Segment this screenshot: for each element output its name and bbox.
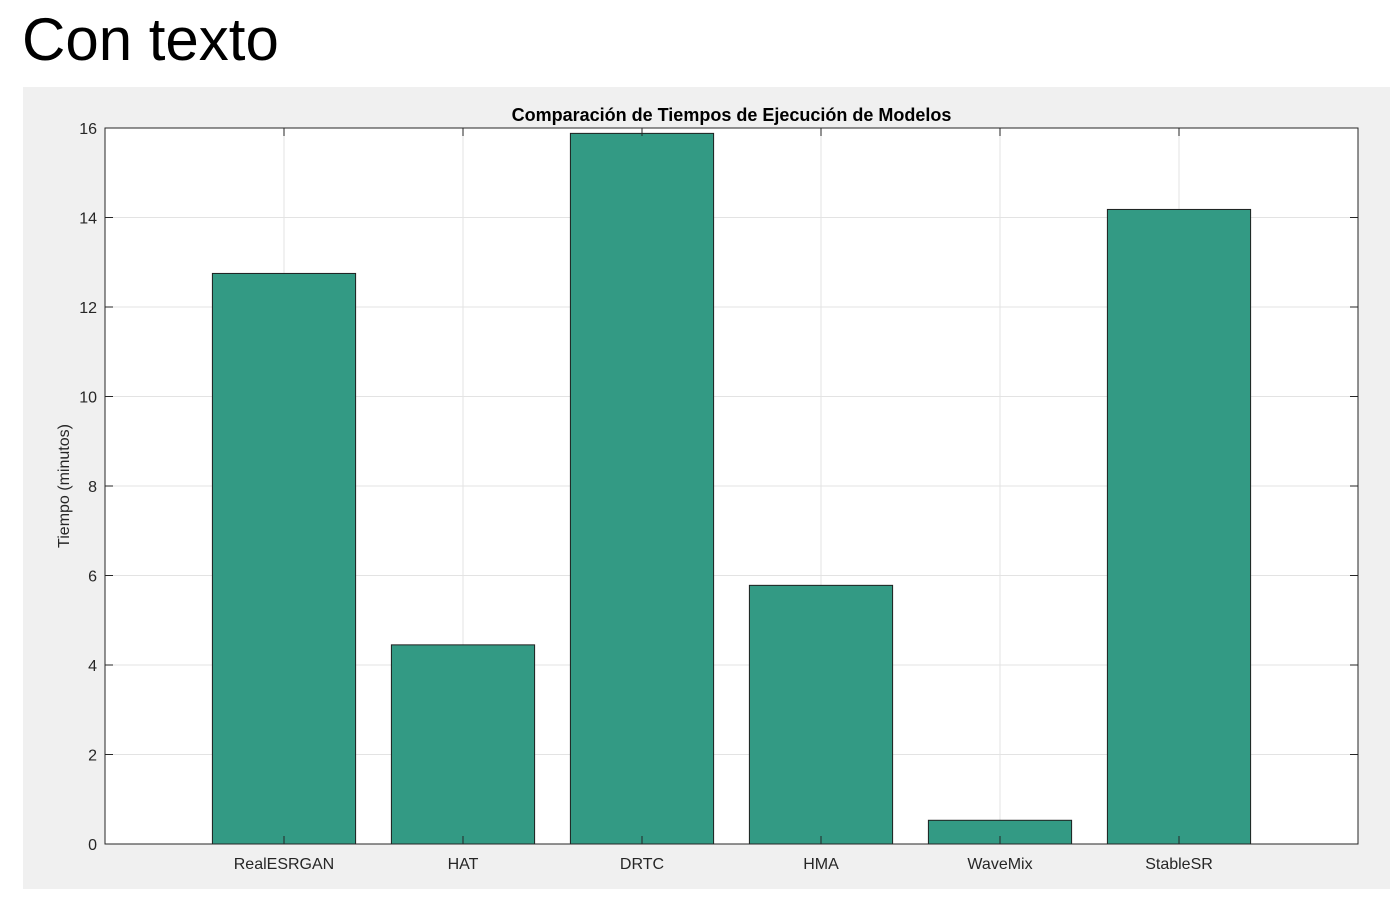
axes-box — [104, 127, 1359, 845]
x-tick-label: DRTC — [620, 856, 664, 873]
bar-hma — [748, 584, 894, 845]
y-tick-label: 0 — [88, 837, 97, 854]
figure-panel: 0 2 4 6 8 10 12 14 16 RealESRGAN HAT DRTC HMA WaveMix… — [23, 87, 1390, 889]
bar-realesrgan — [211, 272, 357, 845]
slide-heading: Con texto — [22, 6, 279, 73]
bar-hat — [390, 644, 536, 845]
y-tick-label: 12 — [79, 300, 97, 317]
x-tick-label: StableSR — [1145, 856, 1213, 873]
x-tick-label: WaveMix — [967, 856, 1032, 873]
y-tick-label: 16 — [79, 121, 97, 138]
y-tick-label: 10 — [79, 390, 97, 407]
x-tick-label: HMA — [803, 856, 839, 873]
y-tick-label: 2 — [88, 748, 97, 765]
bar-chart: 0 2 4 6 8 10 12 14 16 RealESRGAN HAT DRTC HMA WaveMix… — [56, 105, 1359, 873]
bars — [211, 132, 1252, 845]
bar-drtc — [569, 132, 715, 845]
x-tick-label: HAT — [448, 856, 479, 873]
y-tick-label: 14 — [79, 211, 97, 228]
x-tick-label: RealESRGAN — [234, 856, 334, 873]
y-axis-label: Tiempo (minutos) — [56, 424, 73, 548]
tick-labels: 0 2 4 6 8 10 12 14 16 RealESRGAN HAT DRTC HMA WaveMix… — [79, 121, 1213, 873]
y-tick-label: 8 — [88, 479, 97, 496]
y-tick-label: 6 — [88, 569, 97, 586]
bar-stablesr — [1106, 208, 1252, 845]
y-tick-label: 4 — [88, 658, 97, 675]
chart-title: Comparación de Tiempos de Ejecución de M… — [512, 105, 952, 125]
